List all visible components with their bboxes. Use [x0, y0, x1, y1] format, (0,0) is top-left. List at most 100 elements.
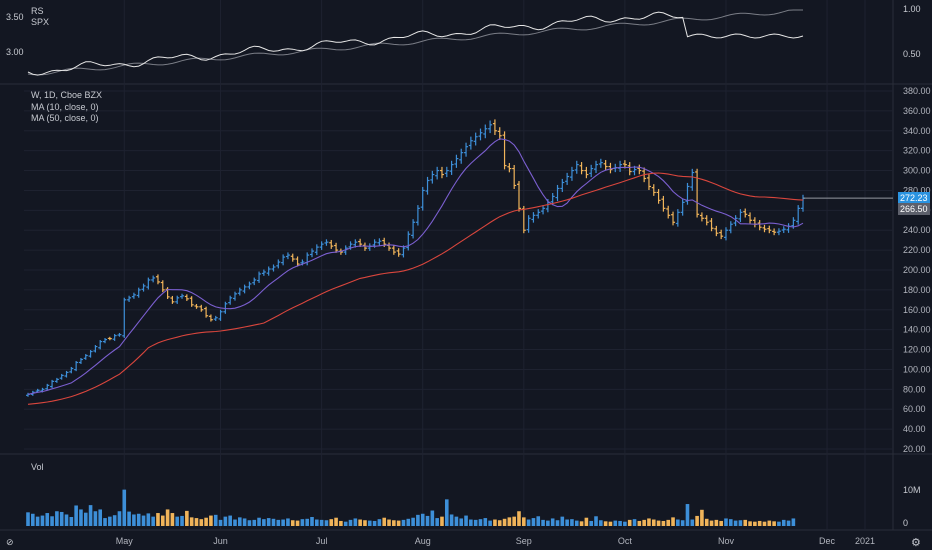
volume-bar: [108, 516, 112, 526]
volume-bar: [714, 519, 719, 526]
volume-bar: [589, 520, 593, 526]
ohlc-bar: [776, 228, 781, 236]
volume-bar: [132, 514, 136, 526]
ohlc-bar: [796, 205, 801, 225]
volume-bar: [165, 509, 170, 526]
ohlc-bar: [507, 163, 512, 173]
ohlc-bar: [536, 209, 541, 219]
ohlc-bar: [261, 269, 266, 276]
price-tick-label: 40.00: [903, 424, 926, 434]
ohlc-bar: [406, 231, 411, 251]
ohlc-bar: [194, 303, 199, 309]
ohlc-bar: [671, 211, 676, 226]
rs-left-tick: 3.00: [6, 47, 24, 57]
volume-bar: [719, 520, 723, 526]
ohlc-bar: [184, 294, 189, 301]
volume-bar: [637, 520, 642, 526]
volume-bar: [493, 519, 497, 526]
ohlc-bar: [377, 238, 382, 246]
volume-bar: [666, 519, 671, 526]
indicator-ma10[interactable]: MA (10, close, 0): [31, 102, 99, 112]
volume-bar: [35, 516, 40, 526]
ohlc-bar: [54, 377, 59, 383]
ohlc-bar: [767, 225, 772, 234]
ohlc-bar: [228, 295, 233, 305]
volume-bar: [420, 513, 425, 526]
ohlc-bar: [78, 358, 83, 364]
volume-bar: [262, 519, 266, 526]
volume-bar: [319, 519, 324, 526]
volume-bar: [671, 517, 675, 526]
ohlc-bar: [213, 315, 218, 322]
ohlc-bar: [204, 306, 209, 318]
ohlc-bar: [651, 184, 656, 196]
volume-bar: [372, 520, 377, 526]
ohlc-bar: [189, 296, 194, 307]
volume-bar: [194, 518, 199, 526]
volume-bar: [632, 519, 637, 526]
volume-bar: [777, 521, 781, 526]
volume-bar: [276, 519, 281, 526]
ohlc-bar: [478, 128, 483, 141]
ohlc-bar: [608, 162, 613, 174]
ohlc-bar: [497, 127, 502, 140]
volume-bar: [199, 519, 204, 526]
ohlc-bar: [155, 274, 160, 285]
ohlc-bar: [151, 275, 156, 283]
last-price-tag: 272.23: [898, 192, 930, 205]
volume-bar: [642, 519, 646, 526]
ohlc-bar: [180, 293, 185, 299]
time-axis-label: Nov: [718, 536, 735, 546]
volume-bar: [555, 520, 560, 526]
volume-bar: [680, 520, 685, 526]
ohlc-bar: [473, 132, 478, 146]
spx-line: [27, 9, 803, 76]
volume-bar: [98, 509, 103, 526]
volume-bar: [324, 520, 329, 526]
rs-right-tick: 1.00: [903, 4, 921, 14]
ohlc-bar: [329, 239, 334, 249]
ohlc-bar: [757, 220, 762, 231]
volume-bar: [541, 519, 545, 526]
price-tick-label: 140.00: [903, 325, 931, 335]
volume-bar: [613, 520, 618, 526]
volume-bar: [242, 518, 247, 526]
volume-bar: [358, 519, 362, 526]
ohlc-bar: [685, 182, 690, 205]
volume-bar: [497, 520, 502, 526]
timezone-icon[interactable]: ⊘: [6, 537, 14, 547]
ohlc-bar: [661, 195, 666, 212]
ohlc-bar: [420, 186, 425, 211]
volume-bar: [536, 516, 541, 526]
symbol-title[interactable]: W, 1D, Cboe BZX: [31, 90, 103, 100]
volume-bar: [724, 518, 728, 526]
time-axis-label: 2021: [855, 536, 875, 546]
time-axis-label: Jun: [213, 536, 228, 546]
price-tick-label: 160.00: [903, 305, 931, 315]
ohlc-bar: [314, 244, 319, 256]
volume-bar: [93, 511, 98, 526]
time-axis-label: Jul: [316, 536, 328, 546]
ohlc-bar: [45, 383, 50, 391]
volume-tick: 0: [903, 518, 909, 528]
volume-bar: [122, 489, 127, 526]
volume-bar: [483, 518, 488, 526]
ohlc-bar: [310, 248, 315, 258]
volume-bar: [647, 518, 651, 526]
ohlc-bar: [589, 164, 594, 178]
ohlc-bar: [488, 120, 493, 134]
settings-gear-icon[interactable]: ⚙: [911, 537, 921, 549]
volume-bar: [762, 521, 767, 526]
indicator-ma50[interactable]: MA (50, close, 0): [31, 113, 99, 123]
ohlc-bar: [464, 142, 469, 157]
volume-bar: [416, 514, 420, 526]
rs-line: [27, 11, 804, 76]
volume-bar: [160, 515, 165, 526]
ohlc-bar: [723, 227, 728, 241]
volume-bar: [387, 519, 391, 526]
volume-bar: [74, 505, 78, 526]
volume-bar: [209, 515, 213, 526]
volume-bar: [334, 517, 338, 526]
ohlc-bar: [396, 248, 401, 257]
ohlc-bar: [199, 304, 204, 312]
